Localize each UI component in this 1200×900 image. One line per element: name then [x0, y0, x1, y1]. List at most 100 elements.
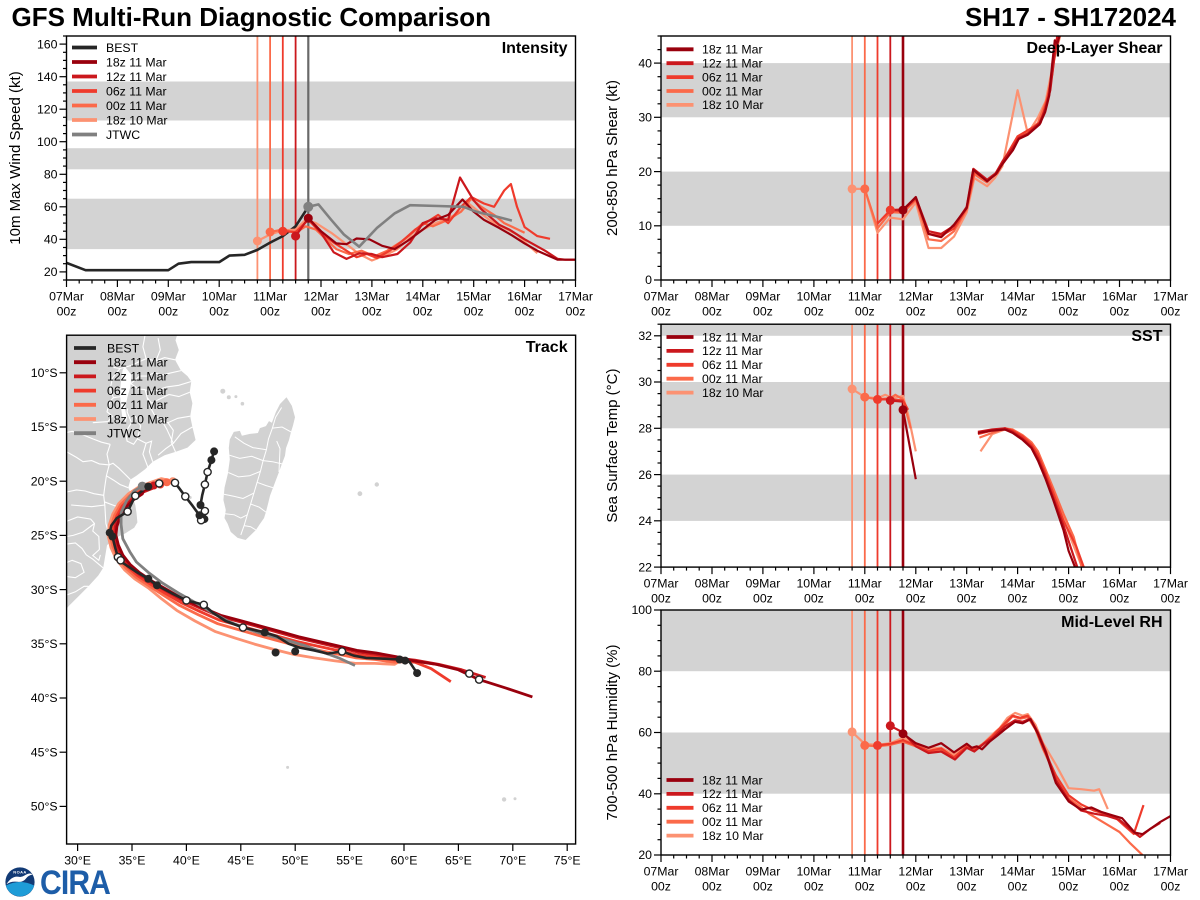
svg-text:0: 0 [645, 273, 652, 287]
svg-text:Track: Track [526, 339, 568, 356]
svg-text:18z 10 Mar: 18z 10 Mar [107, 412, 169, 426]
svg-text:00z: 00z [1110, 880, 1130, 894]
svg-text:08Mar: 08Mar [695, 865, 730, 879]
svg-text:00z: 00z [57, 305, 77, 319]
svg-text:17Mar: 17Mar [1153, 290, 1188, 304]
svg-text:00z: 00z [464, 305, 484, 319]
svg-text:11Mar: 11Mar [848, 577, 882, 591]
svg-text:SH17 - SH172024: SH17 - SH172024 [965, 2, 1177, 32]
svg-text:06z 11 Mar: 06z 11 Mar [702, 358, 763, 372]
svg-text:80: 80 [638, 665, 652, 679]
svg-text:Intensity: Intensity [502, 40, 568, 57]
svg-text:00z 11 Mar: 00z 11 Mar [702, 815, 763, 829]
svg-text:00z: 00z [515, 305, 535, 319]
svg-text:160: 160 [37, 37, 58, 51]
svg-text:00z: 00z [753, 592, 773, 606]
svg-text:00z: 00z [1161, 880, 1181, 894]
svg-text:08Mar: 08Mar [695, 577, 730, 591]
svg-text:00z: 00z [158, 305, 178, 319]
svg-text:17Mar: 17Mar [558, 290, 593, 304]
svg-text:00z: 00z [1008, 305, 1028, 319]
svg-text:60°E: 60°E [391, 854, 418, 868]
svg-text:14Mar: 14Mar [405, 290, 440, 304]
svg-text:17Mar: 17Mar [1153, 865, 1188, 879]
svg-text:06z 11 Mar: 06z 11 Mar [702, 70, 763, 84]
svg-text:00z: 00z [855, 880, 875, 894]
svg-text:CIRA: CIRA [40, 864, 110, 900]
svg-text:00z: 00z [855, 305, 875, 319]
svg-text:00z: 00z [804, 305, 824, 319]
svg-text:07Mar: 07Mar [644, 290, 679, 304]
svg-text:16Mar: 16Mar [1102, 290, 1137, 304]
svg-text:00z: 00z [311, 305, 331, 319]
svg-text:16Mar: 16Mar [507, 290, 542, 304]
svg-text:Sea Surface Temp (°C): Sea Surface Temp (°C) [604, 369, 621, 523]
svg-text:00z: 00z [906, 880, 926, 894]
svg-text:50°E: 50°E [282, 854, 309, 868]
svg-text:40: 40 [638, 56, 652, 70]
svg-text:13Mar: 13Mar [949, 290, 984, 304]
svg-text:16Mar: 16Mar [1102, 865, 1137, 879]
svg-text:22: 22 [638, 560, 652, 574]
svg-text:20: 20 [44, 265, 58, 279]
svg-text:12z 11 Mar: 12z 11 Mar [106, 70, 167, 84]
svg-text:00z: 00z [1161, 592, 1181, 606]
svg-text:BEST: BEST [106, 41, 139, 55]
svg-text:18z 11 Mar: 18z 11 Mar [702, 330, 763, 344]
svg-text:06z 11 Mar: 06z 11 Mar [107, 384, 168, 398]
svg-text:09Mar: 09Mar [745, 865, 780, 879]
svg-text:00z: 00z [209, 305, 229, 319]
svg-text:65°E: 65°E [445, 854, 472, 868]
svg-text:50°S: 50°S [31, 800, 58, 814]
svg-text:100: 100 [37, 135, 58, 149]
svg-text:10Mar: 10Mar [796, 577, 831, 591]
svg-text:15°S: 15°S [31, 420, 58, 434]
svg-text:12Mar: 12Mar [898, 577, 933, 591]
svg-text:35°S: 35°S [31, 637, 58, 651]
svg-text:00z: 00z [651, 305, 671, 319]
svg-text:00z: 00z [906, 305, 926, 319]
svg-text:00z: 00z [362, 305, 382, 319]
svg-text:18z 11 Mar: 18z 11 Mar [107, 356, 168, 370]
svg-text:07Mar: 07Mar [644, 577, 679, 591]
svg-text:09Mar: 09Mar [745, 577, 780, 591]
svg-text:12z 11 Mar: 12z 11 Mar [702, 344, 763, 358]
svg-text:40°S: 40°S [31, 691, 58, 705]
svg-text:JTWC: JTWC [107, 427, 141, 441]
svg-text:00z: 00z [855, 592, 875, 606]
svg-text:00z: 00z [753, 305, 773, 319]
svg-text:30: 30 [638, 375, 652, 389]
svg-text:06z 11 Mar: 06z 11 Mar [106, 84, 167, 98]
svg-text:Deep-Layer Shear: Deep-Layer Shear [1026, 40, 1162, 57]
svg-text:12z 11 Mar: 12z 11 Mar [107, 370, 168, 384]
svg-text:00z 11 Mar: 00z 11 Mar [107, 398, 168, 412]
svg-text:13Mar: 13Mar [949, 865, 984, 879]
svg-text:11Mar: 11Mar [848, 290, 882, 304]
svg-text:06z 11 Mar: 06z 11 Mar [702, 801, 763, 815]
svg-text:00z: 00z [1059, 880, 1079, 894]
svg-text:18z 10 Mar: 18z 10 Mar [702, 98, 764, 112]
svg-text:00z: 00z [753, 880, 773, 894]
svg-text:40: 40 [44, 233, 58, 247]
svg-text:00z: 00z [804, 592, 824, 606]
svg-text:GFS Multi-Run Diagnostic Compa: GFS Multi-Run Diagnostic Comparison [12, 2, 492, 32]
svg-text:25°S: 25°S [31, 529, 58, 543]
svg-text:10: 10 [638, 219, 652, 233]
svg-text:17Mar: 17Mar [1153, 577, 1188, 591]
svg-text:32: 32 [638, 329, 652, 343]
svg-text:12z 11 Mar: 12z 11 Mar [702, 57, 763, 71]
svg-text:08Mar: 08Mar [695, 290, 730, 304]
svg-text:24: 24 [638, 514, 652, 528]
svg-text:20: 20 [638, 848, 652, 862]
svg-text:00z: 00z [906, 592, 926, 606]
svg-text:JTWC: JTWC [106, 128, 140, 142]
svg-text:75°E: 75°E [554, 854, 581, 868]
svg-text:00z: 00z [702, 592, 722, 606]
svg-text:60: 60 [638, 726, 652, 740]
svg-text:10m Max Wind Speed (kt): 10m Max Wind Speed (kt) [7, 71, 24, 244]
svg-text:14Mar: 14Mar [1000, 865, 1035, 879]
svg-text:55°E: 55°E [336, 854, 363, 868]
svg-text:18z 11 Mar: 18z 11 Mar [702, 43, 763, 57]
svg-text:00z 11 Mar: 00z 11 Mar [702, 84, 763, 98]
svg-text:45°E: 45°E [227, 854, 254, 868]
